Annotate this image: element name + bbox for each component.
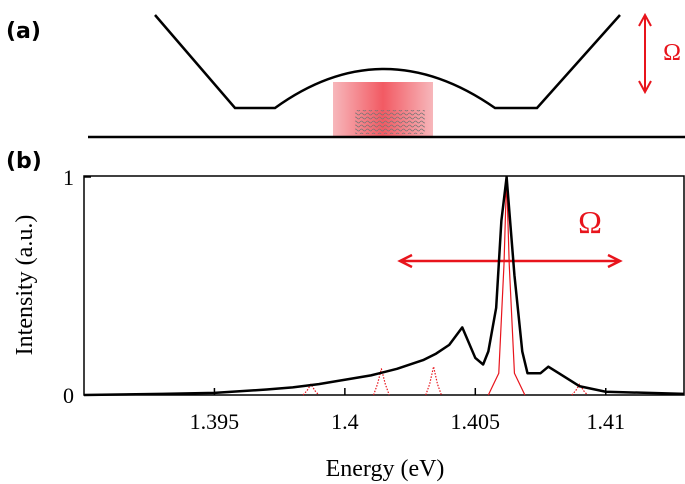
plot-frame [83, 175, 685, 396]
x-tick-label: 1.405 [451, 409, 501, 434]
mirror [154, 14, 621, 110]
line-series [487, 176, 526, 396]
quantum-dots [355, 110, 425, 134]
x-tick-label: 1.41 [586, 409, 625, 434]
y-tick-label: 1 [63, 165, 74, 190]
x-tick-label: 1.4 [331, 409, 359, 434]
omega-arrow [397, 253, 623, 269]
line-series [83, 175, 685, 397]
x-axis-label: Energy (eV) [326, 456, 445, 482]
panel-label: (a) [6, 19, 41, 44]
omega-arrow [638, 12, 652, 95]
y-axis-label: Intensity (a.u.) [12, 215, 38, 356]
x-tick-label: 1.395 [190, 409, 240, 434]
annotation: Ω [578, 204, 602, 240]
cavity-diagram: Ω [88, 12, 685, 139]
y-tick-label: 0 [63, 383, 74, 408]
panel-label: (b) [6, 149, 42, 174]
omega-label: Ω [663, 40, 681, 66]
